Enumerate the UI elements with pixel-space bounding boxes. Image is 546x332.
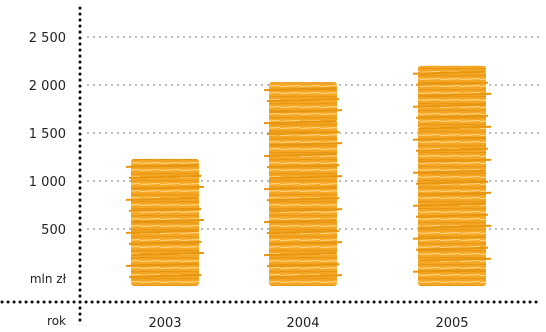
y-tick-label: 500 bbox=[41, 223, 66, 238]
bar-sheet-edge bbox=[412, 268, 486, 273]
bar-sheet-edge bbox=[412, 136, 486, 141]
bar-sheet-edge bbox=[418, 257, 492, 262]
bar-sheet-edge bbox=[412, 235, 486, 240]
bar-sheet-edge bbox=[266, 98, 340, 103]
bar-sheet-edge bbox=[128, 174, 202, 179]
bar-sheet-edge bbox=[415, 213, 489, 218]
bar-sheet-edge bbox=[266, 197, 340, 202]
axes bbox=[0, 6, 542, 327]
bar-body bbox=[418, 65, 486, 286]
bar-sheet-edge bbox=[266, 263, 340, 268]
bar-sheet-edge bbox=[269, 142, 343, 147]
bar-sheet-edge bbox=[131, 251, 205, 256]
x-tick-label: 2004 bbox=[286, 316, 319, 331]
bar-sheet-edge bbox=[269, 109, 343, 114]
bar-sheet-edge bbox=[269, 241, 343, 246]
bar-sheet-edge bbox=[415, 114, 489, 119]
y-tick-label: 2 000 bbox=[29, 79, 66, 94]
bar-sheet-edge bbox=[128, 207, 202, 212]
bar bbox=[263, 82, 343, 287]
bar-sheet-edge bbox=[266, 131, 340, 136]
bar-sheet-edge bbox=[415, 147, 489, 152]
bar-sheet-edge bbox=[412, 70, 486, 75]
bar-sheet-edge bbox=[418, 224, 492, 229]
bar-sheet-edge bbox=[415, 246, 489, 251]
bar-sheet-edge bbox=[125, 229, 199, 234]
bar-sheet-edge bbox=[128, 273, 202, 278]
bar-sheet-edge bbox=[263, 120, 337, 125]
bar-sheet-edge bbox=[418, 158, 492, 163]
y-tick-label: 1 000 bbox=[29, 175, 66, 190]
bar-sheet-edge bbox=[125, 163, 199, 168]
bar-sheet-edge bbox=[266, 230, 340, 235]
y-ticks: 500 1 000 1 500 2 000 2 500 bbox=[29, 31, 66, 238]
y-tick-label: 1 500 bbox=[29, 127, 66, 142]
bar-sheet-edge bbox=[412, 202, 486, 207]
bar-sheet-edge bbox=[269, 208, 343, 213]
bar-sheet-edge bbox=[269, 274, 343, 279]
bar-sheet-edge bbox=[125, 196, 199, 201]
bar-sheet-edge bbox=[263, 87, 337, 92]
bar-sheet-edge bbox=[131, 218, 205, 223]
bar-sheet-edge bbox=[415, 81, 489, 86]
x-ticks: 2003 2004 2005 bbox=[148, 316, 468, 331]
y-axis-unit-label: mln zł bbox=[30, 272, 67, 286]
bar-sheet-edge bbox=[415, 180, 489, 185]
bar-sheet-edge bbox=[412, 169, 486, 174]
bar-sheet-edge bbox=[418, 191, 492, 196]
bar-sheet-edge bbox=[263, 252, 337, 257]
y-tick-label: 2 500 bbox=[29, 31, 66, 46]
x-tick-label: 2003 bbox=[148, 316, 181, 331]
bar-sheet-edge bbox=[418, 92, 492, 97]
bar-sheet-edge bbox=[263, 219, 337, 224]
bar-sheet-edge bbox=[412, 103, 486, 108]
bar bbox=[125, 158, 205, 286]
x-tick-label: 2005 bbox=[435, 316, 468, 331]
bar-sheet-edge bbox=[266, 164, 340, 169]
bars bbox=[125, 65, 492, 287]
x-axis-label: rok bbox=[47, 314, 66, 328]
bar bbox=[412, 65, 492, 286]
bar-sheet-edge bbox=[128, 240, 202, 245]
bar-sheet-edge bbox=[269, 175, 343, 180]
bar-sheet-edge bbox=[125, 262, 199, 267]
bar-sheet-edge bbox=[263, 153, 337, 158]
bar-sheet-edge bbox=[131, 185, 205, 190]
bar-sheet-edge bbox=[263, 186, 337, 191]
bar-sheet-edge bbox=[418, 125, 492, 130]
